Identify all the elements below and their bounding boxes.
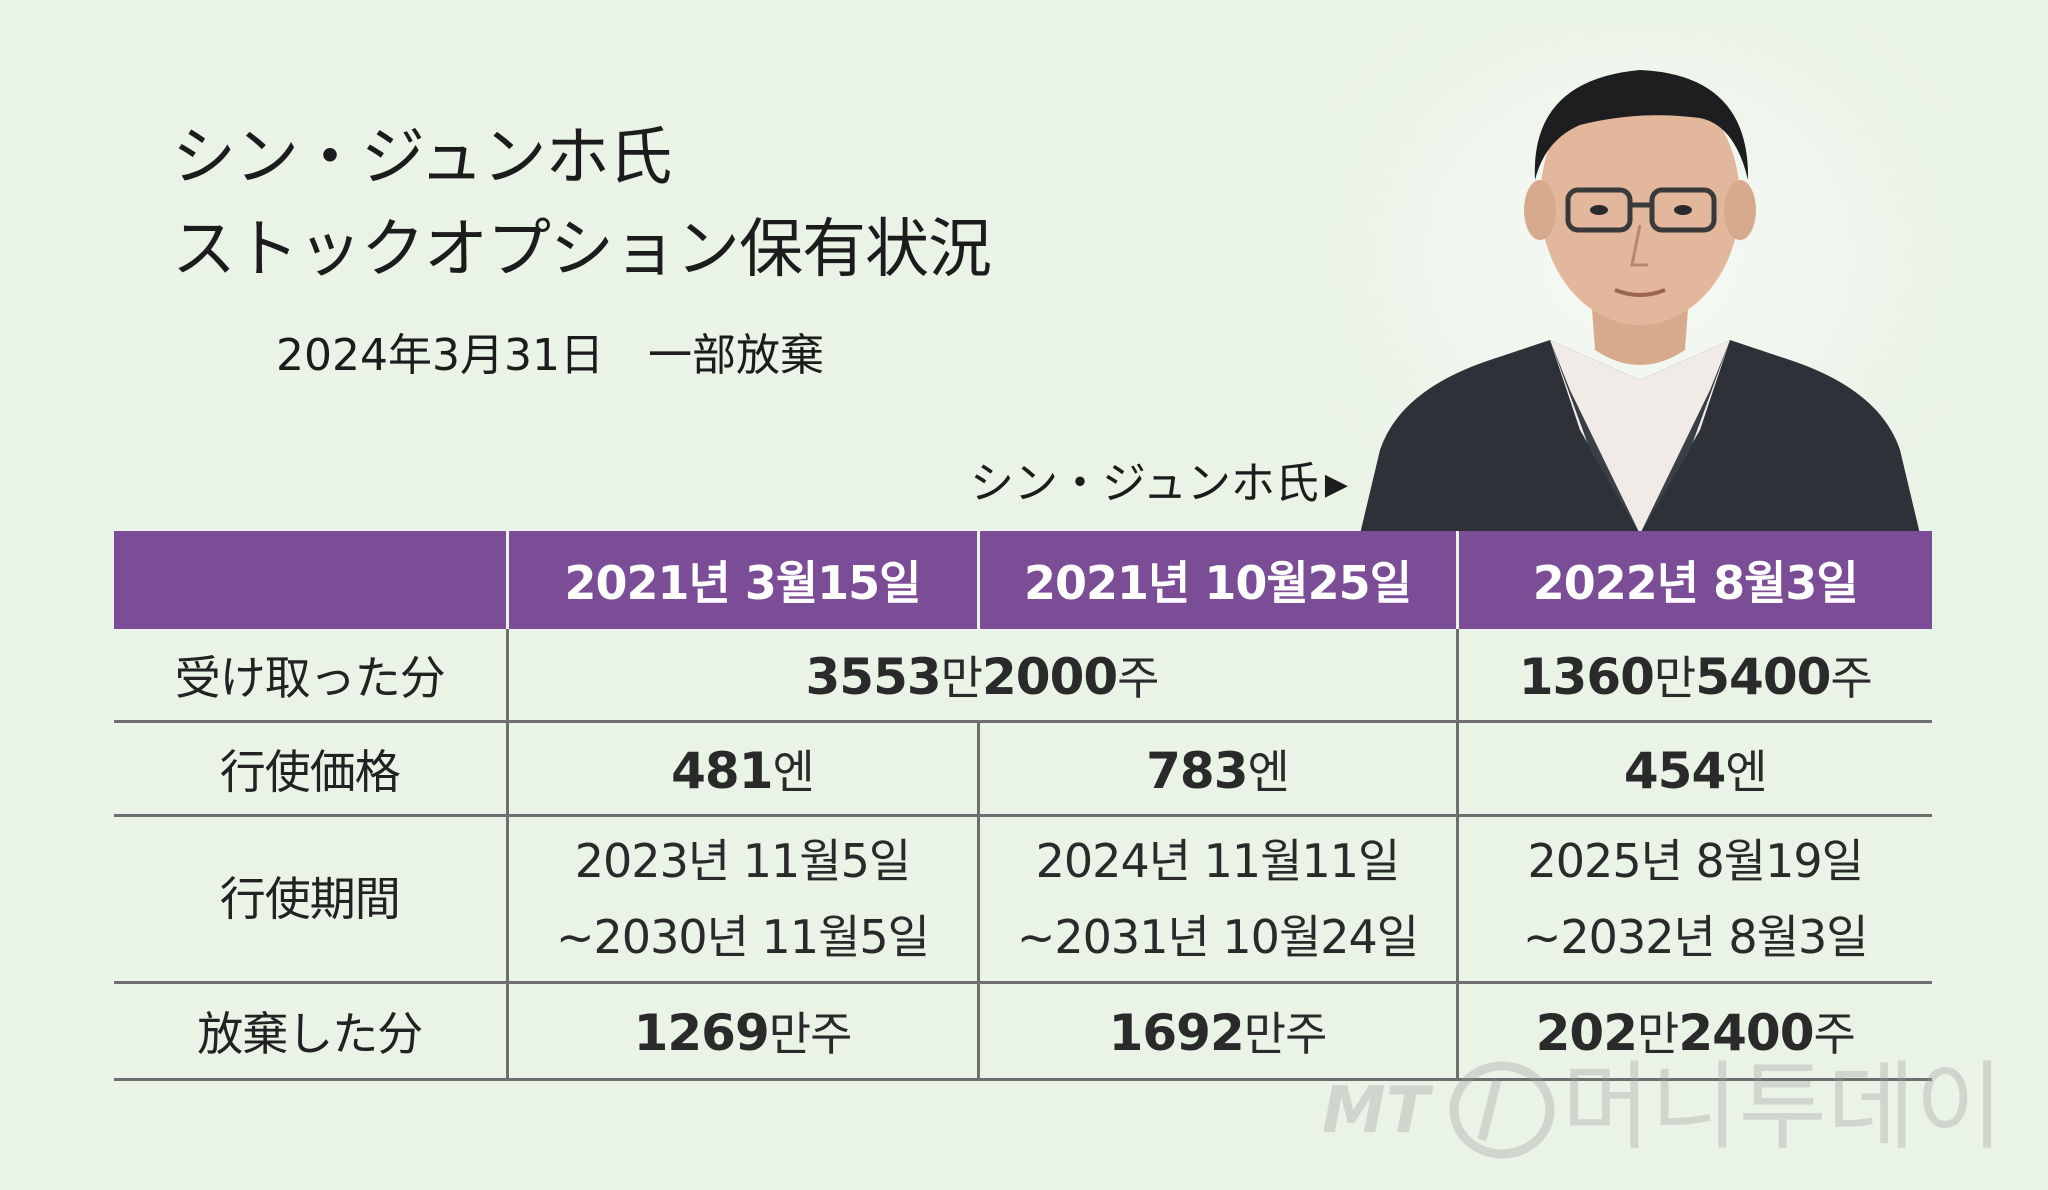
table-header-blank [114,531,507,629]
table-row-received: 受け取った分 3553만2000주 1360만5400주 [114,629,1932,723]
cell-forfeited-grant-1: 1269만주 [505,982,978,1081]
table-row-exercise-period: 行使期間 2023년 11월5일 ~2030년 11월5일 2024년 11월11… [114,815,1932,984]
caption-arrow-icon: ▶ [1324,467,1348,502]
table-header-row: 2021년 3월15일 2021년 10월25일 2022년 8월3일 [114,531,1932,629]
table-header-grant-3: 2022년 8월3일 [1455,531,1932,629]
watermark-mt-text: MT [1322,1074,1434,1148]
watermark-brand-text: 머니투데이 [1562,1051,2004,1163]
subtitle-date-note: 2024年3月31日 一部放棄 [276,330,824,381]
title-line-2: ストックオプション保有状況 [172,213,992,287]
cell-received-grants-1-2: 3553만2000주 [505,629,1457,723]
cell-period-grant-1: 2023년 11월5일 ~2030년 11월5일 [505,815,978,984]
row-label-received: 受け取った分 [114,629,507,723]
table-header-grant-1: 2021년 3월15일 [505,531,978,629]
title-line-1: シン・ジュンホ氏 [172,121,673,195]
cell-price-grant-1: 481엔 [505,721,978,817]
publisher-watermark-logo: MT 머니투데이 [1322,1051,2004,1163]
cell-received-grant-3: 1360만5400주 [1455,629,1932,723]
infographic-title: シン・ジュンホ氏 ストックオプション保有状況 [172,112,992,296]
table-row-exercise-price: 行使価格 481엔 783엔 454엔 [114,721,1932,817]
photo-caption: シン・ジュンホ氏 ▶ [970,456,1348,513]
table-header-grant-2: 2021년 10월25일 [976,531,1457,629]
cell-forfeited-grant-2: 1692만주 [976,982,1457,1081]
cell-price-grant-2: 783엔 [976,721,1457,817]
stock-option-table: 2021년 3월15일 2021년 10월25일 2022년 8월3일 受け取っ… [114,531,1932,1081]
row-label-forfeited: 放棄した分 [114,982,507,1081]
cell-forfeited-grant-3: 202만2400주 [1455,982,1932,1081]
row-label-exercise-price: 行使価格 [114,721,507,817]
table-row-forfeited: 放棄した分 1269만주 1692만주 202만2400주 [114,982,1932,1081]
cell-period-grant-2: 2024년 11월11일 ~2031년 10월24일 [976,815,1457,984]
cell-price-grant-3: 454엔 [1455,721,1932,817]
cell-period-grant-3: 2025년 8월19일 ~2032년 8월3일 [1455,815,1932,984]
row-label-exercise-period: 行使期間 [114,815,507,984]
photo-caption-label: シン・ジュンホ氏 [970,458,1319,509]
portrait-photo [1340,30,1940,534]
